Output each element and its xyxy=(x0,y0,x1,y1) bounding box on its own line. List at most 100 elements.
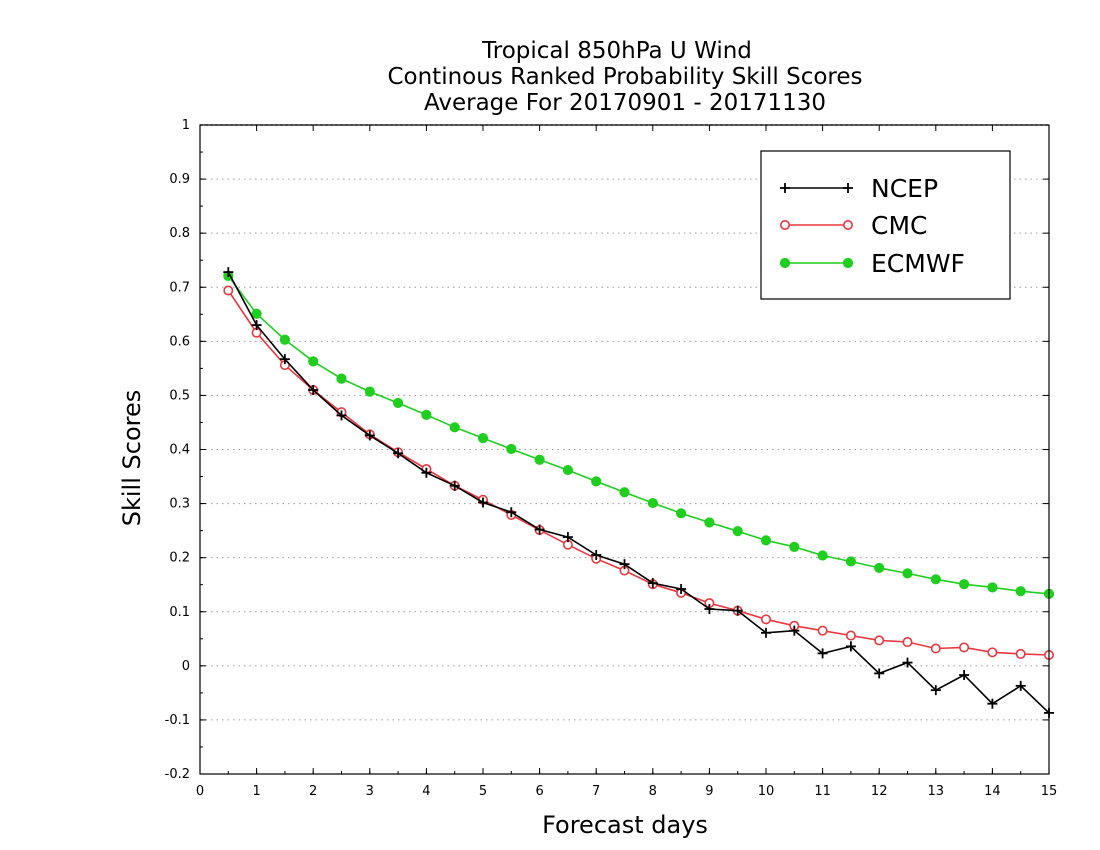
series-line-ecmwf xyxy=(227,275,1050,595)
data-point-ncep xyxy=(930,685,941,696)
data-point-ncep xyxy=(789,625,800,636)
data-point-ecmwf xyxy=(279,334,290,345)
data-point-ecmwf xyxy=(817,550,828,561)
data-point-cmc xyxy=(223,285,234,296)
y-tick-label: 1 xyxy=(182,118,190,133)
data-point-ncep xyxy=(761,627,771,638)
data-point-ncep xyxy=(591,549,602,560)
chart-title-line-2: Continous Ranked Probability Skill Score… xyxy=(387,64,862,90)
data-point-ecmwf xyxy=(732,526,743,537)
data-point-ecmwf xyxy=(477,433,489,444)
data-point-ecmwf xyxy=(874,562,885,574)
x-tick-label: 10 xyxy=(758,784,775,799)
data-point-ecmwf xyxy=(789,541,800,552)
data-point-ecmwf xyxy=(336,373,347,384)
x-tick-label: 11 xyxy=(814,784,831,799)
data-point-cmc xyxy=(902,637,913,648)
legend-label-ecmwf: ECMWF xyxy=(871,249,965,278)
series-ncep xyxy=(223,267,1054,718)
chart-title-line-1: Tropical 850hPa U Wind xyxy=(481,38,752,64)
data-point-ncep xyxy=(506,507,517,518)
data-point-ecmwf xyxy=(619,487,630,498)
legend-marker-cmc xyxy=(779,220,790,231)
series-layer xyxy=(223,267,1055,718)
data-point-ncep xyxy=(393,448,404,459)
x-axis: 0 1 2 3 4 5 6 7 8 9 10 11 12 13 14 15 xyxy=(196,125,1057,799)
y-tick-label: -0.2 xyxy=(165,767,190,782)
chart-title: Tropical 850hPa U Wind Continous Ranked … xyxy=(387,38,862,116)
data-point-ecmwf xyxy=(393,397,404,409)
series-cmc xyxy=(223,285,1055,661)
data-point-ecmwf xyxy=(760,535,772,546)
data-point-ecmwf xyxy=(421,409,432,420)
x-tick-label: 13 xyxy=(928,784,945,799)
data-point-cmc xyxy=(874,635,885,646)
x-tick-label: 9 xyxy=(705,784,713,799)
data-point-ncep xyxy=(478,497,488,508)
legend: NCEP CMC ECMWF xyxy=(760,150,1011,300)
data-point-ecmwf xyxy=(845,556,857,567)
data-point-ncep xyxy=(704,604,715,615)
data-point-cmc xyxy=(987,647,998,658)
legend-label-ncep: NCEP xyxy=(871,174,938,203)
x-tick-label: 15 xyxy=(1041,784,1058,799)
data-point-ecmwf xyxy=(647,497,658,509)
series-line-cmc xyxy=(227,290,1050,656)
y-tick-label: 0.3 xyxy=(169,497,190,512)
series-ecmwf xyxy=(223,270,1055,600)
data-point-ncep xyxy=(647,578,658,589)
y-tick-label: 0 xyxy=(182,659,190,674)
x-tick-label: 0 xyxy=(196,784,204,799)
y-tick-label: 0.5 xyxy=(169,388,190,403)
data-point-cmc xyxy=(817,625,828,636)
x-tick-label: 1 xyxy=(252,784,260,799)
data-point-ncep xyxy=(817,648,828,659)
data-point-cmc xyxy=(1015,648,1026,659)
data-point-ecmwf xyxy=(308,356,319,367)
legend-marker-ncep xyxy=(843,183,853,193)
data-point-ecmwf xyxy=(1015,586,1026,597)
data-point-ecmwf xyxy=(364,386,375,397)
data-point-ecmwf xyxy=(676,508,687,519)
y-tick-label: -0.1 xyxy=(165,713,190,728)
x-axis-label: Forecast days xyxy=(542,811,708,839)
data-point-ecmwf xyxy=(987,582,998,593)
data-point-cmc xyxy=(930,643,941,654)
x-tick-label: 8 xyxy=(649,784,657,799)
data-point-ncep xyxy=(987,698,998,709)
legend-marker-cmc xyxy=(842,220,853,231)
data-point-ncep xyxy=(421,467,432,478)
y-tick-label: 0.4 xyxy=(169,443,190,458)
data-point-ecmwf xyxy=(704,517,715,528)
data-point-ecmwf xyxy=(506,443,517,455)
data-point-ncep xyxy=(534,524,545,535)
legend-marker-ecmwf xyxy=(779,257,791,269)
y-tick-label: 0.6 xyxy=(169,334,190,349)
data-point-ncep xyxy=(1015,680,1026,691)
data-point-ncep xyxy=(279,354,290,365)
data-point-ecmwf xyxy=(449,422,460,433)
y-axis-label: Skill Scores xyxy=(118,390,146,527)
chart-title-line-3: Average For 20170901 - 20171130 xyxy=(424,90,826,116)
data-point-ecmwf xyxy=(902,568,913,579)
data-point-ecmwf xyxy=(534,454,545,465)
data-point-ncep xyxy=(845,641,856,652)
data-point-cmc xyxy=(959,642,970,653)
y-tick-label: 0.1 xyxy=(169,605,190,620)
y-tick-label: 0.9 xyxy=(169,172,190,187)
x-tick-label: 5 xyxy=(479,784,487,799)
x-tick-label: 14 xyxy=(984,784,1001,799)
data-point-ecmwf xyxy=(562,464,574,476)
data-point-ecmwf xyxy=(251,308,262,319)
data-point-ncep xyxy=(676,584,687,595)
data-point-ncep xyxy=(449,480,460,491)
data-point-cmc xyxy=(760,614,771,625)
data-point-ncep xyxy=(223,267,234,278)
legend-label-cmc: CMC xyxy=(871,211,927,240)
data-point-ncep xyxy=(732,605,743,616)
y-tick-label: 0.7 xyxy=(169,280,190,295)
x-tick-label: 6 xyxy=(535,784,543,799)
data-point-ncep xyxy=(251,320,262,331)
data-point-ncep xyxy=(364,430,375,441)
